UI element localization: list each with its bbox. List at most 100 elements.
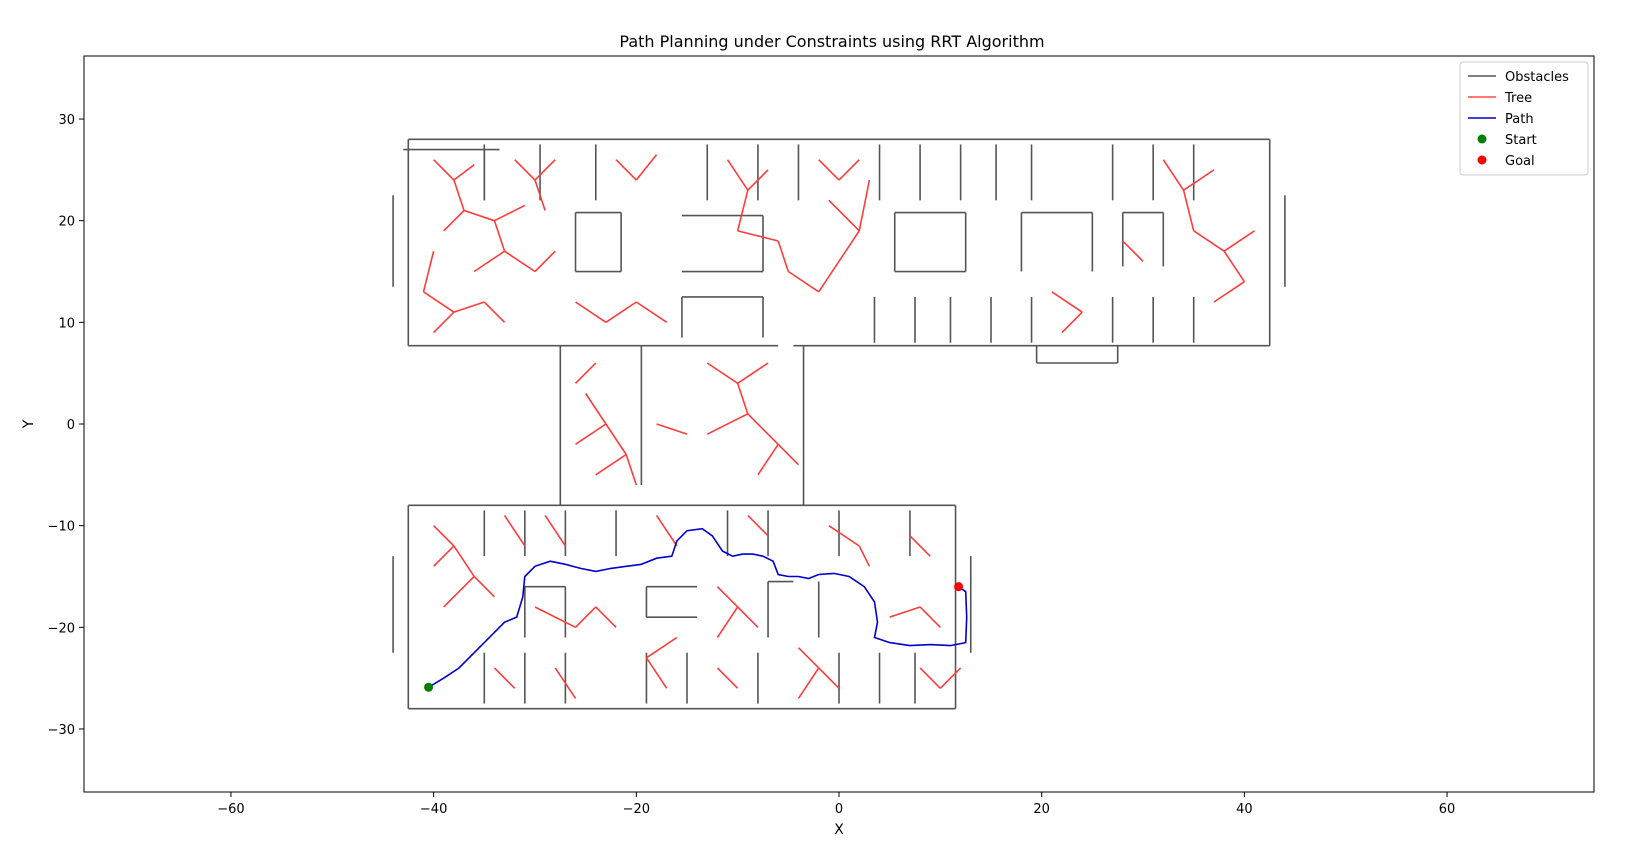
x-tick-label: 60 [1439,802,1456,817]
x-axis-label: X [834,822,844,838]
tree-edge-13 [453,301,485,313]
tree-edge-82 [889,606,921,618]
tree-edge-24 [777,240,790,272]
x-tick-label: −20 [623,802,650,817]
tree-edge-83 [919,606,941,628]
y-tick-label: 0 [67,418,75,433]
tree-edge-58 [574,362,597,384]
tree-edge-72 [574,606,597,628]
y-tick-label: 30 [58,113,75,128]
legend: Obstacles Tree Path Start Goal [1459,61,1589,176]
tree-edge-37 [1182,189,1195,232]
tree-edge-68 [828,524,860,547]
tree-edge-22 [736,189,749,232]
x-tick-label: −40 [420,802,447,817]
x-axis: −60 −40 −20 0 20 40 60 [217,792,1455,817]
tree-edge-50 [757,443,779,476]
tree-edge-54 [575,423,607,445]
tree-edge-7 [473,250,506,273]
tree-edge-57 [625,454,638,486]
tree-edge-73 [595,606,617,628]
tree-edge-81 [818,667,840,689]
tree-edge-29 [858,179,871,232]
x-tick-label: 40 [1236,802,1253,817]
tree-edge-41 [1213,281,1245,303]
tree-edge-35 [1162,159,1185,191]
y-tick-label: −20 [48,621,75,636]
tree-edge-3 [443,209,465,232]
tree-edge-10 [422,250,435,293]
tree-edge-19 [635,154,658,181]
tree-edge-20 [726,159,749,191]
y-tick-label: 20 [58,215,75,230]
tree-edge-63 [473,575,496,598]
tree-edge-11 [423,291,455,313]
tree-edge-4 [463,209,495,222]
tree-edge-77 [646,636,678,659]
tree-edge-26 [818,260,840,293]
legend-swatch-3 [1477,134,1487,144]
tree-edge-38 [1193,230,1225,252]
tree-edge-60 [433,545,455,567]
tree-edge-44 [1061,311,1083,334]
tree-edge-80 [797,667,820,699]
y-axis: −30 −20 −10 0 10 20 30 [48,113,84,738]
tree-edge-31 [838,159,860,181]
tree-edge-34 [635,301,668,324]
tree-edge-79 [797,647,820,669]
tree-edge-21 [747,169,769,191]
x-tick-label: −60 [217,802,244,817]
tree-edge-39 [1223,230,1255,252]
tree-edge-17 [534,179,546,211]
tree-edge-59 [433,525,455,547]
tree-edge-27 [838,230,860,262]
tree-edge-75 [716,606,739,638]
y-axis-label: Y [21,419,37,429]
tree-edge-62 [443,575,475,608]
y-tick-label: −10 [48,520,75,535]
tree-edge-23 [737,230,779,242]
tree-edge-16 [534,159,556,181]
tree-edge-45 [706,362,739,385]
tree-edge-8 [504,250,536,273]
tree-edge-43 [1051,291,1083,313]
tree-edge-76 [737,606,759,628]
tree-edge-15 [514,159,536,181]
tree-edge-66 [655,515,678,547]
tree-edge-51 [777,443,800,466]
tree-edge-42 [1122,240,1144,262]
tree-edge-55 [605,423,627,455]
tree-edge-64 [503,515,526,547]
tree-edge-30 [818,159,840,181]
tree-edge-2 [453,179,465,211]
tree-edge-52 [656,423,688,435]
tree-edge-40 [1223,250,1246,283]
legend-label-3: Start [1505,133,1537,148]
legend-box [1459,61,1589,176]
tree-edge-6 [493,220,506,252]
y-tick-label: 10 [58,316,75,331]
tree-edge-46 [737,362,769,385]
tree-edge-53 [584,393,607,425]
legend-label-1: Tree [1504,91,1532,106]
tree-edge-78 [645,657,668,689]
tree-edge-88 [716,667,739,689]
path-line [428,527,968,688]
tree-edge-32 [575,301,607,324]
tree-edge-12 [433,311,455,334]
tree-edge-86 [493,667,516,689]
tree-edge-33 [605,301,637,324]
tree-edge-67 [747,514,769,537]
tree-edge-87 [554,667,577,699]
tree-edge-71 [534,606,576,629]
tree-edge-48 [706,413,749,435]
tree-edge-0 [433,159,455,181]
x-tick-label: 20 [1033,802,1050,817]
tree-edge-5 [494,204,526,222]
start-marker [424,682,434,692]
legend-label-4: Goal [1505,154,1535,169]
x-tick-label: 0 [835,802,843,817]
tree-edge-56 [595,453,627,476]
